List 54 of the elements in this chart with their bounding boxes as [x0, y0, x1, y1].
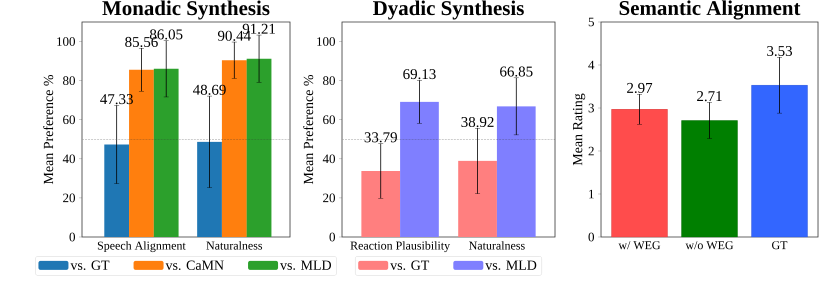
y-tick-label: 80: [63, 76, 75, 86]
y-tick-label: 100: [57, 37, 75, 46]
bar: [611, 109, 668, 238]
y-tick-label: 0: [70, 232, 75, 242]
y-tick-label: 4: [588, 60, 594, 70]
bar: [458, 160, 497, 237]
y-tick-label: 20: [323, 194, 335, 202]
y-tick-label: 20: [63, 194, 75, 202]
data-label: 69.13: [403, 69, 436, 80]
chart-title: Dyadic Synthesis: [373, 0, 524, 20]
bar: [400, 102, 439, 237]
y-tick-label: 1: [589, 190, 594, 198]
data-label: 3.53: [767, 46, 792, 56]
y-tick-label: 0: [588, 232, 594, 242]
x-tick-label: w/ WEG: [618, 241, 660, 250]
chart-title: Monadic Synthesis: [102, 0, 270, 20]
bar: [246, 58, 272, 237]
bar: [104, 144, 130, 237]
y-axis-title: Mean Preference %: [43, 74, 54, 184]
legend-label: vs. CaMN: [166, 260, 224, 270]
y-axis-title: Mean Rating: [572, 94, 586, 166]
data-label: 2.97: [627, 82, 652, 94]
data-label: 66.85: [500, 66, 533, 77]
y-tick-label: 3: [588, 104, 594, 112]
bar: [751, 85, 808, 238]
x-tick-label: w/o WEG: [685, 241, 734, 250]
x-tick-label: Naturalness: [206, 241, 262, 250]
x-tick-label: GT: [772, 241, 788, 250]
x-tick-label: Naturalness: [469, 241, 525, 250]
legend-label: vs. GT: [70, 260, 110, 270]
x-tick-label: Speech Alignment: [98, 241, 186, 252]
y-tick-label: 40: [322, 154, 335, 164]
x-tick-label: Reaction Plausibility: [350, 241, 450, 252]
bar: [154, 68, 179, 237]
data-label: 33.79: [364, 132, 397, 142]
data-label: 2.71: [697, 91, 722, 102]
bar: [681, 120, 738, 238]
y-tick-label: 80: [323, 76, 335, 86]
chart-title: Semantic Alignment: [620, 0, 800, 20]
legend-label: vs. GT: [390, 260, 430, 270]
y-tick-label: 60: [323, 115, 335, 124]
y-axis-title: Mean Preference %: [303, 74, 314, 184]
bar: [197, 142, 222, 237]
y-tick-label: 40: [62, 154, 75, 164]
bar: [496, 106, 536, 237]
bar: [361, 170, 400, 237]
y-tick-label: 60: [63, 115, 75, 124]
y-tick-label: 100: [317, 37, 335, 46]
legend-label: vs. MLD: [485, 260, 536, 270]
y-tick-label: 2: [588, 146, 594, 156]
legend-label: vs. MLD: [280, 260, 332, 270]
y-tick-label: 0: [330, 232, 335, 242]
data-label: 38.92: [461, 116, 494, 128]
y-tick-label: 5: [588, 18, 594, 26]
